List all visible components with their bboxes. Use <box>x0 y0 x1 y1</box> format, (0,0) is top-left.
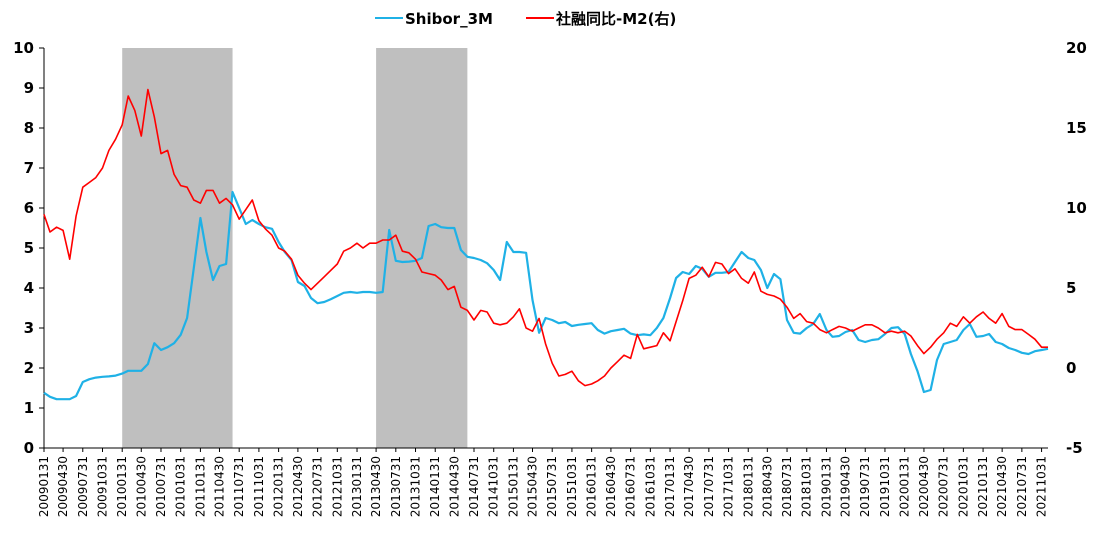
y-left-tick-label: 10 <box>13 39 34 57</box>
x-tick-label: 20111031 <box>252 456 266 517</box>
y-right-tick-label: 20 <box>1066 39 1087 57</box>
legend: Shibor_3M 社融同比-M2(右) <box>375 10 676 28</box>
x-tick-label: 20150430 <box>526 456 540 517</box>
x-tick-label: 20200731 <box>937 456 951 517</box>
x-tick-label: 20110131 <box>193 456 207 517</box>
x-tick-label: 20141031 <box>487 456 501 517</box>
shaded-periods <box>122 48 468 448</box>
x-tick-label: 20210731 <box>1015 456 1029 517</box>
y-right-tick-label: 5 <box>1066 279 1076 297</box>
x-tick-label: 20160731 <box>624 456 638 517</box>
y-left-tick-label: 6 <box>24 199 34 217</box>
x-tick-label: 20180731 <box>780 456 794 517</box>
x-tick-label: 20100731 <box>154 456 168 517</box>
x-tick-label: 20140731 <box>467 456 481 517</box>
y-left-tick-label: 3 <box>24 319 34 337</box>
x-tick-label: 20090430 <box>56 456 70 517</box>
x-tick-label: 20170731 <box>702 456 716 517</box>
x-tick-label: 20161031 <box>643 456 657 517</box>
x-tick-label: 20120430 <box>291 456 305 517</box>
x-tick-label: 20150131 <box>506 456 520 517</box>
series-lines <box>43 88 1049 401</box>
x-tick-label: 20191031 <box>878 456 892 517</box>
x-tick-label: 20140430 <box>447 456 461 517</box>
x-tick-label: 20091031 <box>95 456 109 517</box>
x-tick-label: 20110430 <box>212 456 226 517</box>
x-tick-label: 20100430 <box>134 456 148 517</box>
x-tick-label: 20160131 <box>585 456 599 517</box>
y-left-tick-label: 5 <box>24 239 34 257</box>
x-tick-label: 20180430 <box>760 456 774 517</box>
y-right-tick-label: 10 <box>1066 199 1087 217</box>
x-tick-label: 20180131 <box>741 456 755 517</box>
x-tick-label: 20190731 <box>858 456 872 517</box>
shaded-period <box>376 48 468 448</box>
series-line-shibor <box>43 190 1049 401</box>
legend-label: Shibor_3M <box>405 10 493 28</box>
y-right-tick-label: 15 <box>1066 119 1087 137</box>
x-tick-label: 20170131 <box>663 456 677 517</box>
y-left-tick-label: 4 <box>24 279 34 297</box>
x-tick-label: 20200430 <box>917 456 931 517</box>
x-tick-label: 20210131 <box>976 456 990 517</box>
y-left-tick-label: 8 <box>24 119 34 137</box>
x-tick-label: 20190430 <box>839 456 853 517</box>
legend-label: 社融同比-M2(右) <box>555 10 676 28</box>
x-tick-label: 20110731 <box>232 456 246 517</box>
x-tick-label: 20130731 <box>389 456 403 517</box>
x-tick-label: 20100131 <box>115 456 129 517</box>
shaded-period <box>122 48 233 448</box>
x-tick-label: 20151031 <box>565 456 579 517</box>
x-tick-label: 20181031 <box>800 456 814 517</box>
x-tick-label: 20121031 <box>330 456 344 517</box>
axes: 0 1 2 3 4 5 6 7 8 9 10 -5 0 5 10 15 20 20090131 20090430 20… <box>13 39 1087 517</box>
x-tick-label: 20140131 <box>428 456 442 517</box>
y-left-tick-label: 7 <box>24 159 34 177</box>
x-tick-label: 20170430 <box>682 456 696 517</box>
x-tick-label: 20130131 <box>350 456 364 517</box>
y-right-tick-label: -5 <box>1066 439 1083 457</box>
x-tick-label: 20160430 <box>604 456 618 517</box>
y-left-tick-label: 0 <box>24 439 34 457</box>
x-tick-label: 20090731 <box>76 456 90 517</box>
x-tick-label: 20150731 <box>545 456 559 517</box>
series-line-tsf-m2 <box>43 88 1048 387</box>
x-tick-label: 20120131 <box>272 456 286 517</box>
x-tick-label: 20200131 <box>898 456 912 517</box>
y-left-tick-label: 1 <box>24 399 34 417</box>
x-tick-label: 20130430 <box>369 456 383 517</box>
x-tick-label: 20131031 <box>409 456 423 517</box>
x-tick-label: 20201031 <box>956 456 970 517</box>
x-tick-label: 20211031 <box>1035 456 1049 517</box>
x-tick-label: 20101031 <box>174 456 188 517</box>
y-left-tick-label: 9 <box>24 79 34 97</box>
y-left-tick-label: 2 <box>24 359 34 377</box>
x-tick-label: 20210430 <box>995 456 1009 517</box>
x-tick-label: 20090131 <box>37 456 51 517</box>
x-tick-label: 20120731 <box>311 456 325 517</box>
x-tick-label: 20171031 <box>722 456 736 517</box>
x-tick-label: 20190131 <box>819 456 833 517</box>
y-right-tick-label: 0 <box>1066 359 1076 377</box>
